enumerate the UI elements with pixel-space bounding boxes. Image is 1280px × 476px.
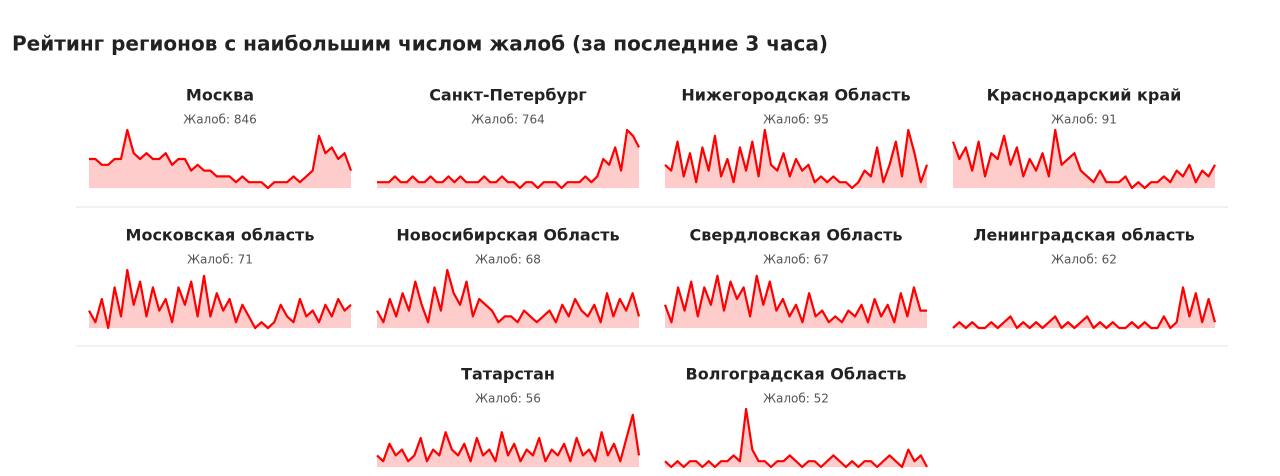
complaint-count: Жалоб: 67 [763,253,829,267]
complaint-count: Жалоб: 91 [1051,113,1117,127]
sparkline [952,286,1217,330]
region-name: Новосибирская Область [396,226,619,245]
sparkline [89,128,353,190]
sparkline [376,413,641,463]
sparkline [88,268,352,330]
complaint-count: Жалоб: 62 [1051,253,1117,267]
sparkline-area [377,270,639,328]
region-name: Волгоградская Область [686,365,907,384]
complaint-count: Жалоб: 764 [471,113,544,127]
complaint-count: Жалоб: 56 [475,392,541,406]
sparkline-area [953,130,1215,188]
region-name: Санкт-Петербург [429,86,587,105]
page-title: Рейтинг регионов с наибольшим числом жал… [12,32,828,56]
region-name: Нижегородская Область [681,86,910,105]
region-name: Ленинградская область [973,226,1195,245]
complaint-count: Жалоб: 846 [183,113,256,127]
sparkline [377,128,640,190]
sparkline [951,128,1216,190]
sparkline [663,274,927,324]
complaint-count: Жалоб: 95 [763,113,829,127]
sparkline-area [377,414,639,467]
complaint-count: Жалоб: 71 [187,253,253,267]
region-name: Москва [186,86,254,105]
region-name: Краснодарский край [987,86,1182,105]
complaint-count: Жалоб: 52 [763,392,829,406]
sparkline-area [665,275,927,328]
region-name: Татарстан [461,365,555,384]
sparkline [664,407,928,469]
sparkline-area [89,130,351,188]
complaint-count: Жалоб: 68 [475,253,541,267]
sparkline [664,128,929,190]
region-name: Свердловская Область [689,226,902,245]
region-name: Московская область [126,226,315,245]
sparkline [376,268,641,324]
